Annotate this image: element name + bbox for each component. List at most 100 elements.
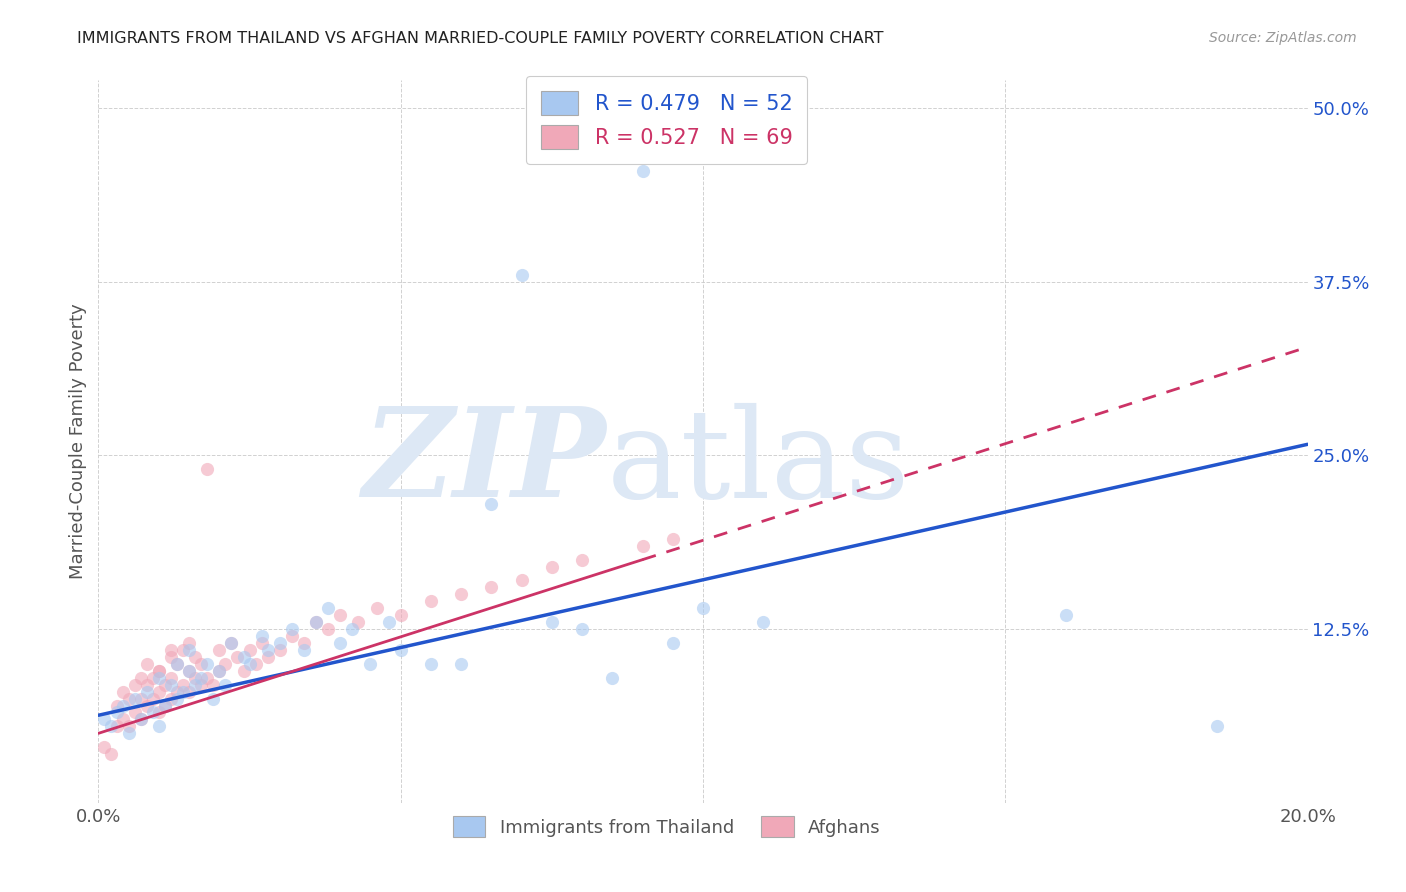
Point [190, 671, 212, 685]
Point [389, 608, 412, 623]
Point [166, 657, 188, 671]
Point [661, 636, 683, 650]
Point [184, 678, 207, 692]
Point [481, 581, 503, 595]
Point [153, 698, 176, 713]
Point [221, 636, 243, 650]
Point [100, 747, 122, 761]
Point [661, 532, 683, 546]
Point [450, 657, 472, 671]
Point [305, 615, 328, 630]
Point [184, 671, 207, 685]
Point [571, 552, 593, 566]
Point [172, 643, 194, 657]
Point [232, 664, 254, 678]
Point [305, 615, 328, 630]
Point [602, 671, 624, 685]
Point [166, 691, 188, 706]
Point [281, 629, 304, 643]
Point [540, 559, 562, 574]
Point [631, 163, 654, 178]
Point [250, 636, 273, 650]
Point [124, 678, 146, 692]
Point [571, 622, 593, 636]
Point [160, 678, 183, 692]
Point [269, 643, 291, 657]
Point [292, 643, 315, 657]
Point [389, 643, 412, 657]
Point [329, 636, 352, 650]
Point [142, 691, 165, 706]
Point [195, 657, 218, 671]
Point [481, 497, 503, 511]
Point [420, 594, 443, 608]
Text: Source: ZipAtlas.com: Source: ZipAtlas.com [1209, 31, 1357, 45]
Point [450, 587, 472, 601]
Legend: Immigrants from Thailand, Afghans: Immigrants from Thailand, Afghans [446, 809, 887, 845]
Point [316, 622, 339, 636]
Point [124, 691, 146, 706]
Point [135, 678, 157, 692]
Point [118, 726, 141, 740]
Point [316, 601, 339, 615]
Point [232, 649, 254, 664]
Point [135, 657, 157, 671]
Point [377, 615, 399, 630]
Point [160, 643, 183, 657]
Point [166, 657, 188, 671]
Point [148, 719, 170, 733]
Point [214, 657, 236, 671]
Point [148, 684, 170, 698]
Point [105, 706, 128, 720]
Point [540, 615, 562, 630]
Point [202, 691, 225, 706]
Point [179, 684, 201, 698]
Point [360, 657, 382, 671]
Point [292, 636, 315, 650]
Point [179, 664, 201, 678]
Point [184, 649, 207, 664]
Point [510, 268, 533, 282]
Point [148, 664, 170, 678]
Y-axis label: Married-Couple Family Poverty: Married-Couple Family Poverty [69, 303, 87, 580]
Point [105, 698, 128, 713]
Point [105, 719, 128, 733]
Point [1206, 719, 1229, 733]
Point [250, 629, 273, 643]
Point [190, 657, 212, 671]
Point [135, 684, 157, 698]
Point [153, 698, 176, 713]
Point [221, 636, 243, 650]
Point [135, 698, 157, 713]
Text: ZIP: ZIP [363, 402, 606, 524]
Point [256, 649, 278, 664]
Point [692, 601, 714, 615]
Point [195, 671, 218, 685]
Point [510, 574, 533, 588]
Point [148, 671, 170, 685]
Point [342, 622, 364, 636]
Point [160, 691, 183, 706]
Point [172, 684, 194, 698]
Point [1054, 608, 1077, 623]
Point [172, 678, 194, 692]
Point [239, 657, 262, 671]
Point [366, 601, 388, 615]
Point [347, 615, 370, 630]
Point [179, 636, 201, 650]
Point [129, 713, 152, 727]
Point [111, 684, 134, 698]
Point [100, 719, 122, 733]
Point [269, 636, 291, 650]
Point [752, 615, 775, 630]
Point [420, 657, 443, 671]
Text: atlas: atlas [606, 402, 910, 524]
Point [226, 649, 249, 664]
Point [111, 698, 134, 713]
Point [214, 678, 236, 692]
Point [93, 713, 115, 727]
Point [129, 713, 152, 727]
Text: IMMIGRANTS FROM THAILAND VS AFGHAN MARRIED-COUPLE FAMILY POVERTY CORRELATION CHA: IMMIGRANTS FROM THAILAND VS AFGHAN MARRI… [77, 31, 884, 46]
Point [160, 649, 183, 664]
Point [256, 643, 278, 657]
